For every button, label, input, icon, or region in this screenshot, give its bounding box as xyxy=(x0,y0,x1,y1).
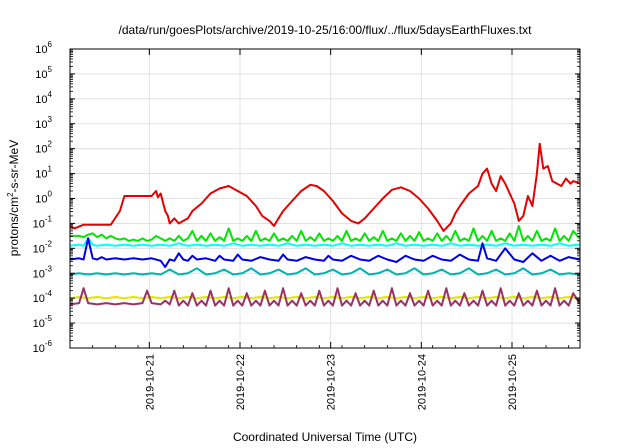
y-tick-label: 103 xyxy=(35,115,52,131)
y-tick-label: 10-1 xyxy=(33,214,53,230)
y-tick-label-base: 10 xyxy=(35,69,47,81)
series-line-2 xyxy=(70,224,581,242)
y-axis-ticks: 10-610-510-410-310-210-11001011021031041… xyxy=(33,40,580,355)
y-tick-label-exponent: -3 xyxy=(45,264,53,273)
y-axis-label-exponent: 2 xyxy=(6,192,15,197)
y-tick-label-exponent: 1 xyxy=(48,165,53,174)
chart-title: /data/run/goesPlots/archive/2019-10-25/1… xyxy=(119,23,533,37)
y-tick-label-base: 10 xyxy=(35,194,47,206)
x-tick-label: 2019-10-24 xyxy=(416,354,428,410)
y-tick-label-base: 10 xyxy=(35,169,47,181)
y-tick-label-base: 10 xyxy=(35,44,47,56)
x-tick-label: 2019-10-22 xyxy=(235,354,247,410)
y-tick-label-exponent: -4 xyxy=(45,289,53,298)
series-line-4 xyxy=(69,237,580,268)
x-tick-label: 2019-10-21 xyxy=(144,354,156,410)
y-tick-label-exponent: 5 xyxy=(48,65,53,74)
series-line-3 xyxy=(69,237,580,247)
y-tick-label-base: 10 xyxy=(33,218,45,230)
y-tick-label: 10-2 xyxy=(33,239,53,255)
x-axis-label: Coordinated Universal Time (UTC) xyxy=(233,430,417,444)
series-line-5 xyxy=(69,267,580,276)
y-tick-label-exponent: 4 xyxy=(48,90,53,99)
y-axis-label-rest: -s-sr-MeV xyxy=(7,140,21,193)
y-tick-label-base: 10 xyxy=(33,268,45,280)
y-tick-label: 100 xyxy=(35,190,52,206)
y-tick-label-exponent: 2 xyxy=(48,140,53,149)
y-tick-label-exponent: -6 xyxy=(45,339,53,348)
y-tick-label: 104 xyxy=(35,90,52,106)
y-tick-label: 102 xyxy=(35,140,52,156)
y-tick-label-base: 10 xyxy=(33,243,45,255)
y-tick-label-base: 10 xyxy=(33,343,45,355)
x-tick-label: 2019-10-25 xyxy=(507,354,519,410)
y-tick-label-exponent: -1 xyxy=(45,214,53,223)
x-axis-ticks: 2019-10-21 2019-10-22 2019-10-23 2019-10-24… xyxy=(92,49,570,410)
series-line-7 xyxy=(69,287,581,307)
y-tick-label-base: 10 xyxy=(35,119,47,131)
y-tick-label-base: 10 xyxy=(33,318,45,330)
y-tick-label: 10-5 xyxy=(33,314,53,330)
y-tick-label-base: 10 xyxy=(35,94,47,106)
y-axis-label-base: protons/cm xyxy=(7,197,21,256)
y-tick-label-base: 10 xyxy=(33,293,45,305)
y-tick-label: 10-3 xyxy=(33,264,53,280)
y-tick-label-exponent: -2 xyxy=(45,239,53,248)
series-line-1 xyxy=(69,142,580,232)
y-tick-label-exponent: -5 xyxy=(45,314,53,323)
y-tick-label: 101 xyxy=(35,165,52,181)
y-tick-label: 106 xyxy=(35,40,52,56)
y-tick-label-exponent: 6 xyxy=(48,40,53,49)
y-tick-label-exponent: 0 xyxy=(48,190,53,199)
x-tick-label: 2019-10-23 xyxy=(326,354,338,410)
y-tick-label-base: 10 xyxy=(35,144,47,156)
y-tick-label: 105 xyxy=(35,65,52,81)
y-tick-label: 10-4 xyxy=(33,289,53,305)
y-tick-label: 10-6 xyxy=(33,339,53,355)
series-layer xyxy=(69,142,581,307)
series-line-6 xyxy=(69,295,580,300)
y-axis-label: protons/cm2-s-sr-MeV xyxy=(6,140,21,256)
y-tick-label-exponent: 3 xyxy=(48,115,53,124)
